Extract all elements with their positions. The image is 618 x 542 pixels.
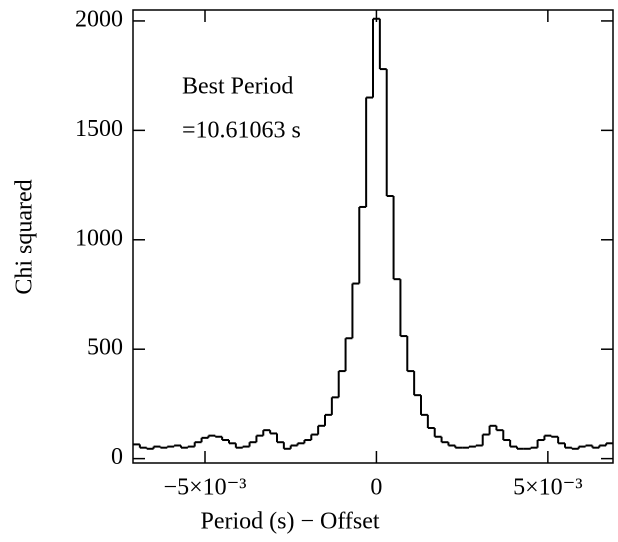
x-tick-label: 0	[370, 475, 382, 501]
y-tick-label: 500	[87, 335, 123, 361]
y-tick-label: 0	[111, 444, 123, 470]
annotation: Best Period	[182, 74, 293, 100]
y-tick-label: 1500	[75, 116, 123, 142]
y-tick-label: 2000	[75, 6, 123, 32]
annotation: =10.61063 s	[182, 118, 301, 144]
x-tick-label: −5×10⁻³	[164, 475, 247, 501]
y-tick-label: 1000	[75, 225, 123, 251]
y-axis-label: Chi squared	[12, 179, 38, 294]
x-axis-label: Period (s) − Offset	[200, 509, 379, 535]
plot-frame	[132, 9, 614, 464]
x-tick-label: 5×10⁻³	[513, 475, 582, 501]
